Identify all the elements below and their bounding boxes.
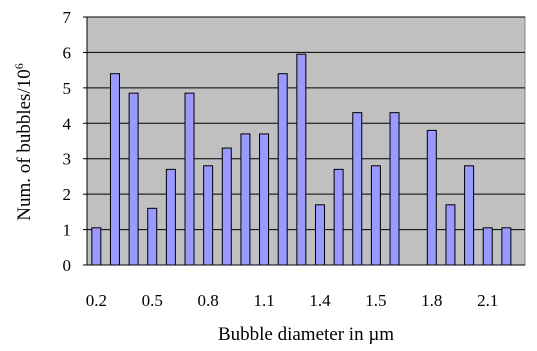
bar (240, 133, 251, 266)
y-tick-label: 5 (63, 79, 72, 98)
bar (501, 227, 512, 266)
bar (370, 165, 381, 266)
x-tick-label: 0.5 (142, 291, 163, 310)
bar (389, 112, 400, 266)
bar (426, 129, 437, 266)
x-tick-label: 1.1 (253, 291, 274, 310)
y-tick-label: 1 (63, 221, 72, 240)
y-tick-label: 2 (63, 185, 72, 204)
bar (221, 147, 232, 266)
y-axis-title-main: Num. of bubbles/10 (14, 69, 35, 220)
bar (352, 112, 363, 266)
bar (296, 53, 307, 266)
x-tick-labels: 0.2 0.5 0.8 1.1 1.4 1.5 1.8 2.1 (86, 291, 499, 310)
bar (259, 133, 270, 266)
y-tick-label: 3 (63, 150, 72, 169)
bar (109, 73, 120, 266)
x-tick-label: 1.8 (421, 291, 442, 310)
bar (165, 168, 176, 266)
bar (184, 92, 195, 266)
bar (277, 73, 288, 266)
x-tick-label: 2.1 (477, 291, 498, 310)
bar (128, 92, 139, 266)
bar (91, 227, 102, 266)
bar (333, 168, 344, 266)
bar (482, 227, 493, 266)
bar (445, 204, 456, 266)
x-tick-label: 1.4 (309, 291, 331, 310)
x-tick-label: 0.2 (86, 291, 107, 310)
bar (147, 207, 158, 266)
y-axis-title: Num. of bubbles/106 (12, 63, 35, 220)
y-tick-label: 0 (63, 256, 72, 275)
bar (314, 204, 325, 266)
y-tick-label: 4 (63, 114, 72, 133)
bar (464, 165, 475, 266)
y-tick-labels: 0 1 2 3 4 5 6 7 (63, 8, 87, 275)
x-tick-label: 0.8 (198, 291, 219, 310)
y-axis-title-superscript: 6 (12, 63, 26, 69)
x-axis-title: Bubble diameter in µm (218, 324, 394, 345)
y-tick-label: 7 (63, 8, 72, 27)
x-tick-label: 1.5 (365, 291, 386, 310)
bar (203, 165, 214, 266)
y-tick-label: 6 (63, 43, 72, 62)
